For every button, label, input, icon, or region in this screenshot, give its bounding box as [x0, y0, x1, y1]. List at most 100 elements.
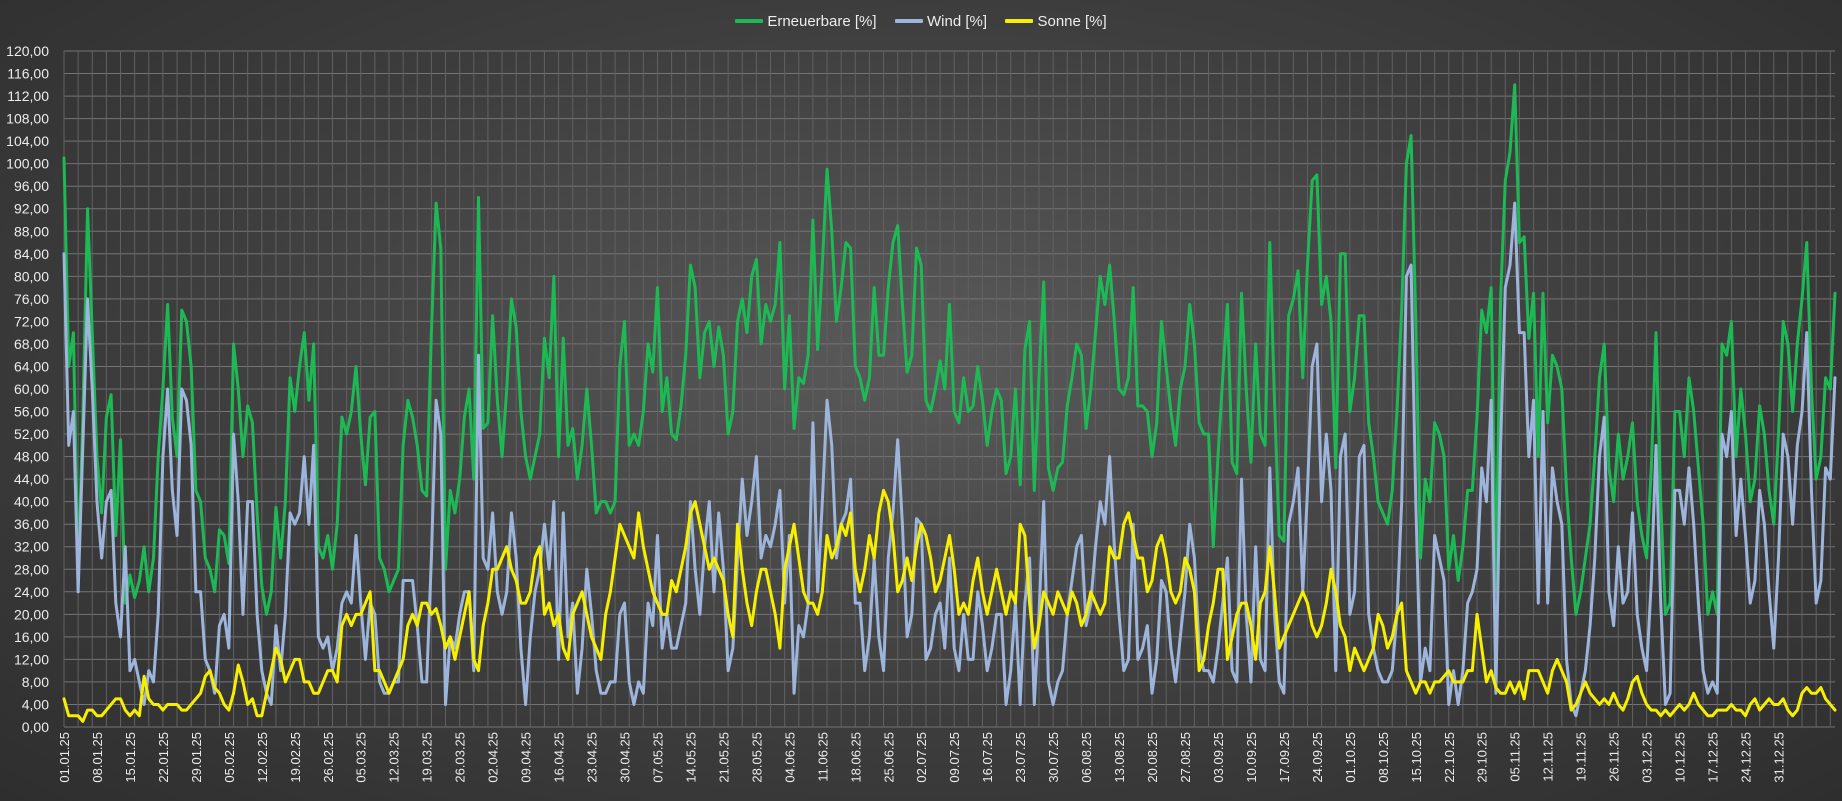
- y-axis-ticks: 0,00 4,00 8,00 12,00 16,00 20,00 24,00 28,00 32,…: [6, 43, 49, 735]
- x-tick-label: 04.06.25: [782, 732, 797, 783]
- x-tick-label: 19.11.25: [1574, 732, 1589, 782]
- x-tick-label: 12.02.25: [255, 732, 270, 783]
- y-tick-label: 16,00: [14, 629, 49, 645]
- x-tick-label: 05.02.25: [222, 732, 237, 783]
- y-tick-label: 52,00: [14, 426, 49, 442]
- y-tick-label: 96,00: [14, 178, 49, 194]
- x-tick-label: 19.03.25: [420, 732, 435, 783]
- x-tick-label: 26.11.25: [1607, 732, 1622, 782]
- series-line-sonne: [62, 488, 1837, 723]
- x-tick-label: 09.04.25: [519, 732, 534, 783]
- y-tick-label: 28,00: [14, 561, 49, 577]
- x-tick-label: 24.12.25: [1739, 732, 1754, 783]
- x-tick-label: 31.12.25: [1771, 732, 1786, 783]
- legend-swatch-wind: [895, 19, 923, 23]
- grid-lines: [63, 50, 1835, 728]
- x-tick-label: 07.05.25: [650, 732, 665, 783]
- y-tick-label: 108,00: [6, 111, 49, 127]
- y-tick-label: 44,00: [14, 471, 49, 487]
- y-tick-label: 120,00: [6, 43, 49, 59]
- series-line-erneuerbare: [62, 83, 1837, 616]
- series-line-wind: [62, 201, 1837, 718]
- x-tick-label: 03.09.25: [1211, 732, 1226, 783]
- y-tick-label: 84,00: [14, 246, 49, 262]
- x-tick-label: 22.01.25: [156, 732, 171, 783]
- y-tick-label: 80,00: [14, 268, 49, 284]
- y-tick-label: 12,00: [14, 651, 49, 667]
- x-tick-label: 05.11.25: [1508, 732, 1523, 782]
- x-tick-label: 23.07.25: [1013, 732, 1028, 783]
- x-tick-label: 26.03.25: [453, 732, 468, 783]
- x-tick-label: 11.06.25: [815, 732, 830, 782]
- x-tick-label: 05.03.25: [354, 732, 369, 783]
- x-tick-label: 26.02.25: [321, 732, 336, 783]
- y-tick-label: 116,00: [7, 66, 49, 82]
- legend-item-erneuerbare: Erneuerbare [%]: [735, 12, 877, 30]
- y-tick-label: 68,00: [14, 336, 49, 352]
- x-tick-label: 19.02.25: [288, 732, 303, 783]
- y-tick-label: 40,00: [14, 494, 49, 510]
- y-tick-label: 24,00: [14, 584, 49, 600]
- x-tick-label: 12.03.25: [387, 732, 402, 783]
- y-tick-label: 100,00: [6, 156, 49, 172]
- chart-legend: Erneuerbare [%] Wind [%] Sonne [%]: [0, 10, 1842, 30]
- legend-label-sonne: Sonne [%]: [1037, 12, 1107, 30]
- x-tick-label: 02.04.25: [486, 732, 501, 783]
- y-tick-label: 64,00: [14, 358, 49, 374]
- y-tick-label: 36,00: [14, 516, 49, 532]
- x-tick-label: 16.04.25: [552, 732, 567, 783]
- x-tick-label: 02.07.25: [914, 732, 929, 783]
- y-tick-label: 112,00: [7, 88, 49, 104]
- legend-item-wind: Wind [%]: [895, 13, 987, 30]
- legend-label-erneuerbare: Erneuerbare [%]: [767, 12, 877, 30]
- x-tick-label: 28.05.25: [749, 732, 764, 783]
- y-tick-label: 72,00: [14, 313, 49, 329]
- x-tick-label: 01.10.25: [1343, 732, 1358, 783]
- x-tick-label: 10.12.25: [1673, 732, 1688, 783]
- y-tick-label: 76,00: [14, 291, 49, 307]
- x-tick-label: 25.06.25: [881, 732, 896, 783]
- y-tick-label: 0,00: [22, 719, 49, 735]
- y-tick-label: 92,00: [14, 201, 49, 217]
- x-tick-label: 09.07.25: [947, 732, 962, 783]
- x-tick-label: 21.05.25: [716, 732, 731, 783]
- x-tick-label: 12.11.25: [1541, 732, 1556, 782]
- x-tick-label: 29.01.25: [189, 732, 204, 783]
- x-tick-label: 27.08.25: [1178, 732, 1193, 783]
- x-tick-label: 10.09.25: [1244, 732, 1259, 783]
- legend-item-sonne: Sonne [%]: [1005, 12, 1107, 30]
- legend-swatch-erneuerbare: [735, 19, 764, 23]
- y-tick-label: 20,00: [14, 606, 49, 622]
- y-tick-label: 88,00: [14, 223, 49, 239]
- x-tick-label: 06.08.25: [1079, 732, 1094, 783]
- x-tick-label: 20.08.25: [1145, 732, 1160, 783]
- x-tick-label: 08.01.25: [90, 732, 105, 783]
- x-tick-label: 16.07.25: [980, 732, 995, 783]
- y-tick-label: 48,00: [14, 449, 49, 465]
- y-tick-label: 4,00: [22, 696, 49, 712]
- y-tick-label: 104,00: [6, 133, 49, 149]
- x-tick-label: 24.09.25: [1310, 732, 1325, 783]
- x-tick-label: 13.08.25: [1112, 732, 1127, 783]
- x-tick-label: 22.10.25: [1442, 732, 1457, 783]
- x-tick-label: 17.12.25: [1706, 732, 1721, 783]
- x-tick-label: 23.04.25: [585, 732, 600, 783]
- y-tick-label: 56,00: [14, 404, 49, 420]
- x-axis-ticks: 01.01.25 08.01.25 15.01.25 22.01.25 29.01.25…: [57, 732, 1786, 783]
- x-tick-label: 15.10.25: [1409, 732, 1424, 783]
- x-tick-label: 15.01.25: [123, 732, 138, 783]
- legend-label-wind: Wind [%]: [927, 12, 988, 30]
- x-tick-label: 30.04.25: [618, 732, 633, 783]
- x-tick-label: 29.10.25: [1475, 732, 1490, 783]
- x-tick-label: 17.09.25: [1277, 732, 1292, 783]
- x-tick-label: 03.12.25: [1640, 732, 1655, 783]
- x-tick-label: 08.10.25: [1376, 732, 1391, 783]
- y-tick-label: 60,00: [14, 381, 49, 397]
- legend-swatch-sonne: [1005, 19, 1034, 23]
- series-lines: [62, 83, 1837, 723]
- x-tick-label: 30.07.25: [1046, 732, 1061, 783]
- x-tick-label: 18.06.25: [848, 732, 863, 783]
- y-tick-label: 8,00: [22, 674, 49, 690]
- x-tick-label: 01.01.25: [57, 732, 72, 783]
